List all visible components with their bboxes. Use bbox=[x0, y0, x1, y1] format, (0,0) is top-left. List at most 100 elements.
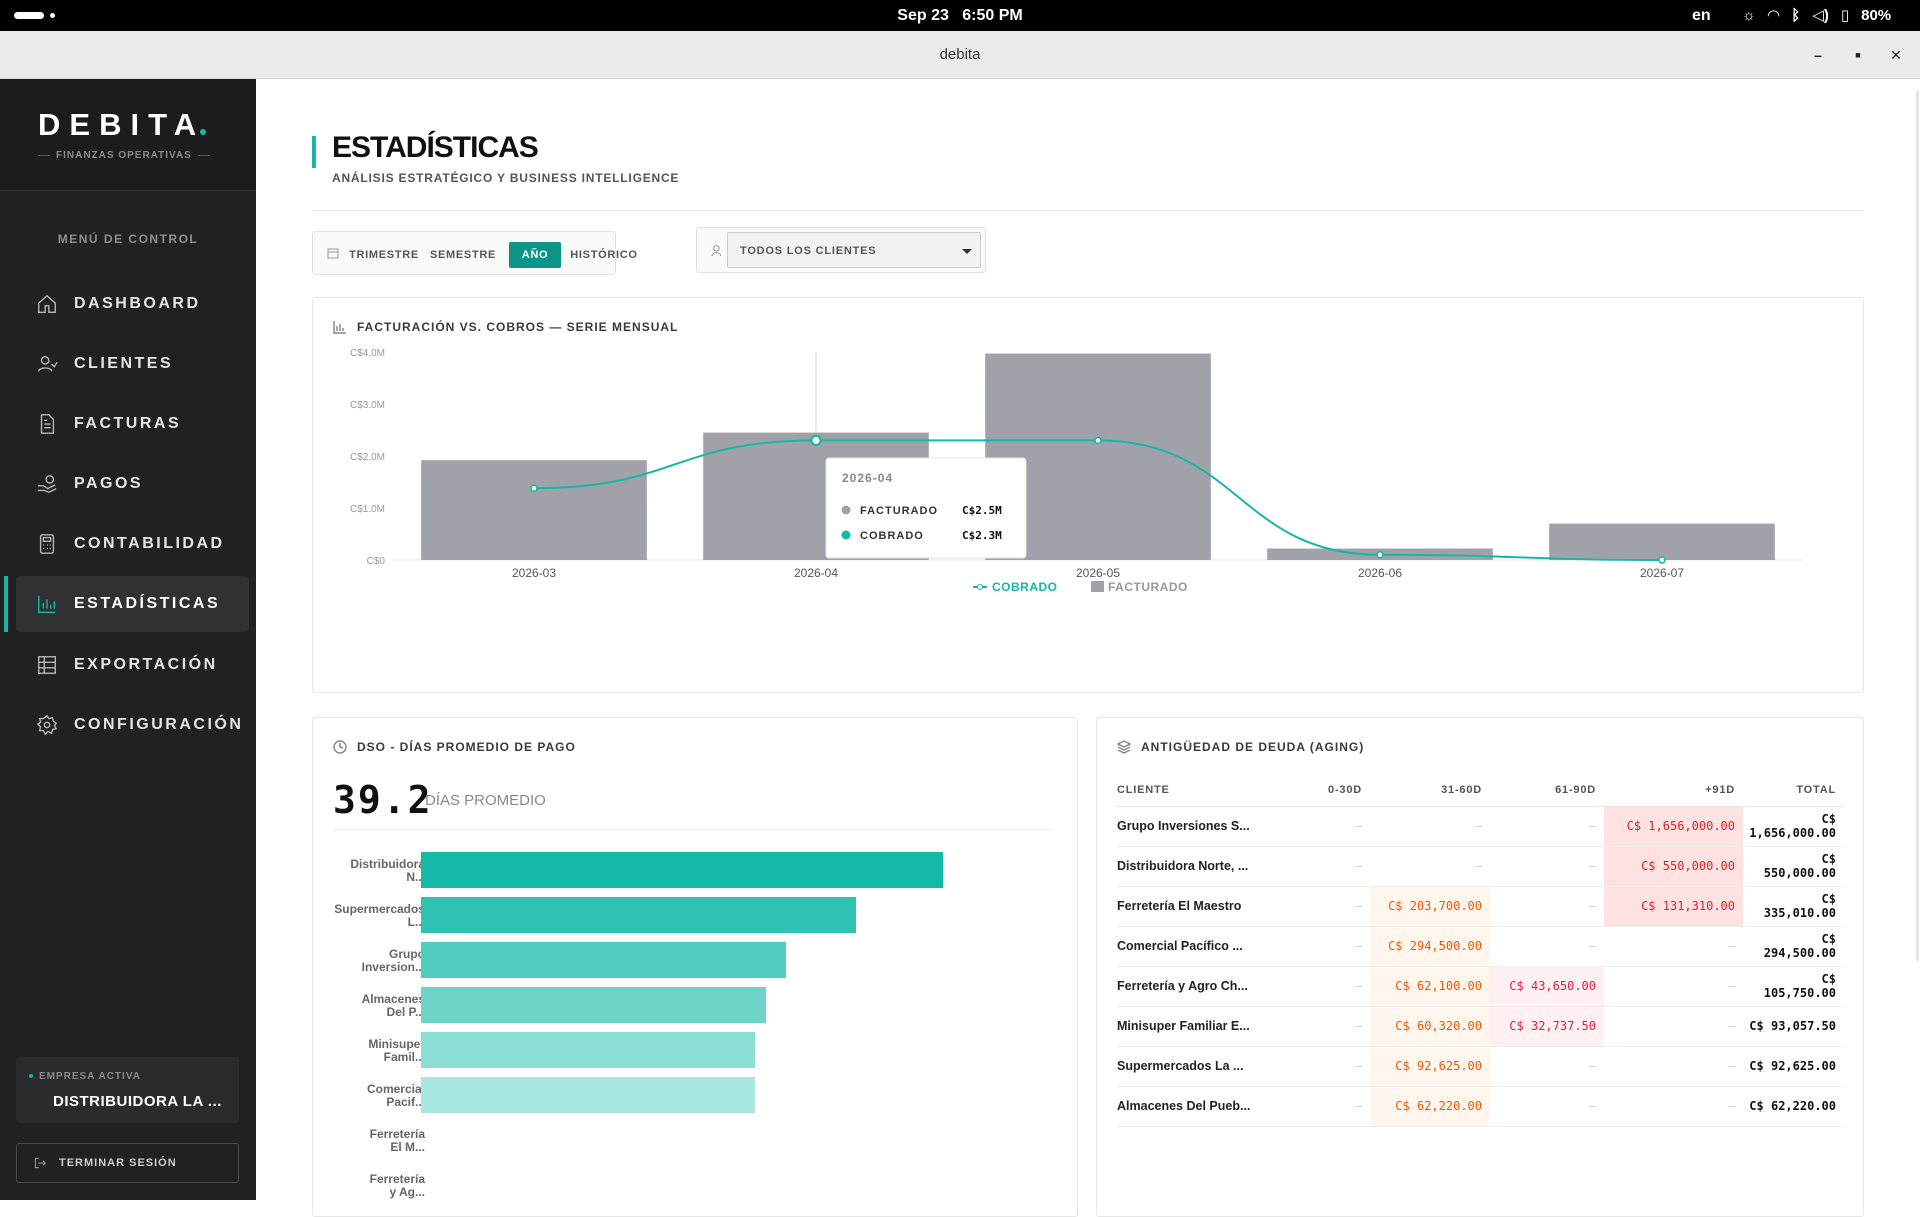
cell-cliente: Almacenes Del Pueb... bbox=[1117, 1086, 1292, 1127]
dso-bar[interactable] bbox=[421, 1032, 756, 1068]
dso-row[interactable]: Distribuidora N... bbox=[313, 852, 1063, 892]
table-row[interactable]: Distribuidora Norte, ... — — — C$ 550,000.00… bbox=[1117, 846, 1844, 887]
gear-icon bbox=[36, 714, 58, 736]
dso-bar[interactable] bbox=[421, 897, 856, 933]
cell-cliente: Distribuidora Norte, ... bbox=[1117, 846, 1292, 887]
scrollbar[interactable] bbox=[1916, 91, 1919, 961]
cell-0-30d: — bbox=[1292, 1046, 1370, 1087]
period-historico[interactable]: HISTÓRICO bbox=[570, 249, 638, 261]
col-91d[interactable]: +91D bbox=[1604, 774, 1743, 807]
active-company-name: DISTRIBUIDORA LA ... bbox=[53, 1093, 222, 1110]
dso-unit: DÍAS PROMEDIO bbox=[425, 792, 546, 809]
table-row[interactable]: Supermercados La ... — C$ 92,625.00— — C$ 92… bbox=[1117, 1046, 1844, 1087]
brand-logo[interactable]: DEBITA bbox=[38, 107, 206, 142]
period-ano[interactable]: AÑO bbox=[509, 242, 561, 268]
cell-0-30d: — bbox=[1292, 1086, 1370, 1127]
active-company[interactable]: EMPRESA ACTIVA DISTRIBUIDORA LA ... bbox=[16, 1057, 239, 1123]
brand-block: DEBITA FINANZAS OPERATIVAS bbox=[0, 79, 256, 191]
cell-61-90d: — bbox=[1490, 886, 1604, 927]
cell-61-90d: — bbox=[1490, 806, 1604, 847]
col-0-30d[interactable]: 0-30D bbox=[1292, 774, 1370, 807]
client-select[interactable]: TODOS LOS CLIENTES bbox=[727, 232, 981, 268]
dso-row[interactable]: Ferretería y Ag... bbox=[313, 1167, 1063, 1207]
close-button[interactable]: ✕ bbox=[1890, 47, 1902, 63]
cell-total: C$ 93,057.50 bbox=[1743, 1006, 1844, 1047]
sidebar-item-clientes[interactable]: CLIENTES bbox=[16, 336, 249, 392]
cell-91d: — bbox=[1604, 926, 1743, 967]
table-row[interactable]: Minisuper Familiar E... — C$ 60,320.00 C$ 3… bbox=[1117, 1006, 1844, 1047]
dso-row-label: Ferretería y Ag... bbox=[325, 1173, 425, 1199]
billing-chart-title: FACTURACIÓN VS. COBROS — SERIE MENSUAL bbox=[333, 320, 678, 334]
col-31-60d[interactable]: 31-60D bbox=[1370, 774, 1490, 807]
dso-row-label-line: y Ag... bbox=[389, 1185, 425, 1199]
logout-button[interactable]: TERMINAR SESIÓN bbox=[16, 1143, 239, 1183]
col-total[interactable]: TOTAL bbox=[1743, 774, 1844, 807]
cell-total: C$ 62,220.00 bbox=[1743, 1086, 1844, 1127]
system-clock[interactable]: Sep 23 6:50 PM bbox=[897, 7, 1023, 24]
sidebar: DEBITA FINANZAS OPERATIVAS MENÚ DE CONTR… bbox=[0, 79, 256, 1200]
cell-61-90d: — bbox=[1490, 1086, 1604, 1127]
cell-91d: — bbox=[1604, 966, 1743, 1007]
client-filter: TODOS LOS CLIENTES bbox=[696, 227, 986, 273]
dso-row[interactable]: Ferretería El M... bbox=[313, 1122, 1063, 1162]
sidebar-item-exportacion[interactable]: EXPORTACIÓN bbox=[16, 637, 249, 693]
table-row[interactable]: Comercial Pacífico ... — C$ 294,500.00— — C$… bbox=[1117, 926, 1844, 967]
cell-total: C$ 92,625.00 bbox=[1743, 1046, 1844, 1087]
brand-dot bbox=[200, 129, 206, 135]
table-icon bbox=[38, 656, 56, 674]
dso-row-label-line: Almacenes bbox=[361, 992, 425, 1006]
tooltip-value: C$2.3M bbox=[962, 529, 1002, 542]
dso-value: 39.2 bbox=[333, 778, 433, 822]
sidebar-item-label: FACTURAS bbox=[74, 415, 182, 432]
table-row[interactable]: Ferretería y Agro Ch... — C$ 62,100.00 C$ 4… bbox=[1117, 966, 1844, 1007]
cell-91d: — bbox=[1604, 1046, 1743, 1087]
sidebar-item-dashboard[interactable]: DASHBOARD bbox=[16, 276, 249, 332]
aging-card: ANTIGÜEDAD DE DEUDA (AGING) CLIENTE 0-30… bbox=[1096, 717, 1864, 1217]
col-cliente[interactable]: CLIENTE bbox=[1117, 774, 1292, 807]
cell-31-60d: C$ 203,700.00 bbox=[1370, 886, 1490, 927]
period-trimestre[interactable]: TRIMESTRE bbox=[349, 249, 419, 261]
table-row[interactable]: Ferretería El Maestro — C$ 203,700.00— C$ 1… bbox=[1117, 886, 1844, 927]
sidebar-item-contabilidad[interactable]: CONTABILIDAD bbox=[16, 516, 249, 572]
minimize-button[interactable]: – bbox=[1814, 47, 1822, 63]
cell-total: C$ 550,000.00 bbox=[1743, 846, 1844, 887]
sidebar-item-facturas[interactable]: FACTURAS bbox=[16, 396, 249, 452]
maximize-button[interactable]: ■ bbox=[1855, 50, 1861, 60]
dso-bar[interactable] bbox=[421, 852, 943, 888]
cell-total: C$ 335,010.00 bbox=[1743, 886, 1844, 927]
sidebar-item-label: DASHBOARD bbox=[74, 295, 201, 312]
col-61-90d[interactable]: 61-90D bbox=[1490, 774, 1604, 807]
calculator-icon bbox=[39, 534, 55, 554]
sidebar-item-label: CONFIGURACIÓN bbox=[74, 716, 244, 733]
period-semestre[interactable]: SEMESTRE bbox=[429, 249, 497, 261]
cell-cliente: Comercial Pacífico ... bbox=[1117, 926, 1292, 967]
dso-bar[interactable] bbox=[421, 987, 766, 1023]
sidebar-item-configuracion[interactable]: CONFIGURACIÓN bbox=[16, 697, 249, 753]
dso-row[interactable]: Grupo Inversion... bbox=[313, 942, 1063, 982]
sidebar-item-pagos[interactable]: PAGOS bbox=[16, 456, 249, 512]
dso-row-label-line: Inversion... bbox=[361, 960, 425, 974]
table-row[interactable]: Almacenes Del Pueb... — C$ 62,220.00— — C$ 6… bbox=[1117, 1086, 1844, 1127]
keyboard-language[interactable]: en bbox=[1692, 7, 1711, 24]
dso-row-label-line: N... bbox=[406, 870, 425, 884]
page-subtitle: ANÁLISIS ESTRATÉGICO Y BUSINESS INTELLIG… bbox=[332, 171, 680, 185]
sidebar-item-estadisticas[interactable]: ESTADÍSTICAS bbox=[4, 576, 249, 632]
y-tick-label: C$2.0M bbox=[350, 452, 385, 463]
cell-61-90d: C$ 43,650.00 bbox=[1490, 966, 1604, 1007]
calendar-icon bbox=[327, 248, 339, 259]
dso-bar[interactable] bbox=[421, 942, 787, 978]
dso-row[interactable]: Comercial Pacif... bbox=[313, 1077, 1063, 1117]
divider bbox=[312, 210, 1864, 211]
system-tray[interactable]: ☼ ◠ ᛒ ◁) ▯ 80% bbox=[1742, 6, 1891, 25]
dso-row[interactable]: Minisuper Famil... bbox=[313, 1032, 1063, 1072]
x-tick-label: 2026-03 bbox=[512, 566, 556, 580]
cell-91d: — bbox=[1604, 1006, 1743, 1047]
dso-bar[interactable] bbox=[421, 1077, 756, 1113]
sidebar-item-label: ESTADÍSTICAS bbox=[74, 595, 221, 612]
cell-91d: C$ 131,310.00 bbox=[1604, 886, 1743, 927]
dso-row[interactable]: Almacenes Del P... bbox=[313, 987, 1063, 1027]
activities-indicator[interactable] bbox=[14, 12, 44, 19]
dso-row[interactable]: Supermercados L... bbox=[313, 897, 1063, 937]
brand-subtitle: FINANZAS OPERATIVAS bbox=[38, 150, 218, 161]
table-row[interactable]: Grupo Inversiones S... — — — C$ 1,656,000.00… bbox=[1117, 806, 1844, 847]
